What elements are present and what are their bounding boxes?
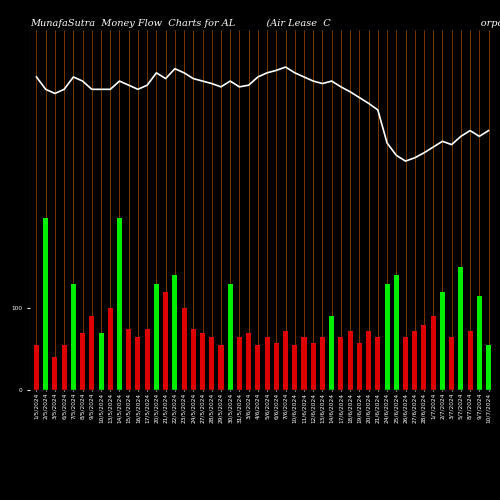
Bar bbox=[403, 337, 408, 390]
Bar bbox=[98, 332, 103, 390]
Bar bbox=[440, 292, 445, 390]
Bar bbox=[126, 328, 132, 390]
Bar bbox=[422, 324, 426, 390]
Bar bbox=[218, 345, 224, 390]
Bar bbox=[191, 328, 196, 390]
Bar bbox=[394, 276, 399, 390]
Bar bbox=[43, 218, 48, 390]
Bar bbox=[366, 331, 371, 390]
Bar bbox=[154, 284, 159, 390]
Bar bbox=[376, 337, 380, 390]
Bar bbox=[200, 332, 205, 390]
Bar bbox=[274, 342, 279, 390]
Text: MunafaSutra  Money Flow  Charts for AL          (Air Lease  C                   : MunafaSutra Money Flow Charts for AL (Ai… bbox=[30, 18, 500, 28]
Bar bbox=[144, 328, 150, 390]
Bar bbox=[384, 284, 390, 390]
Bar bbox=[52, 358, 58, 390]
Bar bbox=[80, 332, 85, 390]
Bar bbox=[338, 337, 344, 390]
Bar bbox=[172, 276, 178, 390]
Bar bbox=[302, 337, 306, 390]
Bar bbox=[34, 345, 39, 390]
Bar bbox=[256, 345, 260, 390]
Bar bbox=[292, 345, 298, 390]
Bar bbox=[412, 331, 418, 390]
Bar bbox=[62, 345, 66, 390]
Bar bbox=[90, 316, 94, 390]
Bar bbox=[283, 331, 288, 390]
Bar bbox=[228, 284, 232, 390]
Bar bbox=[71, 284, 76, 390]
Bar bbox=[486, 345, 491, 390]
Bar bbox=[430, 316, 436, 390]
Bar bbox=[458, 268, 464, 390]
Bar bbox=[108, 308, 113, 390]
Bar bbox=[449, 337, 454, 390]
Bar bbox=[246, 332, 251, 390]
Bar bbox=[477, 296, 482, 390]
Bar bbox=[348, 331, 352, 390]
Bar bbox=[117, 218, 122, 390]
Bar bbox=[320, 337, 325, 390]
Bar bbox=[329, 316, 334, 390]
Bar bbox=[357, 342, 362, 390]
Bar bbox=[468, 331, 472, 390]
Bar bbox=[310, 342, 316, 390]
Bar bbox=[264, 337, 270, 390]
Bar bbox=[163, 292, 168, 390]
Bar bbox=[182, 308, 186, 390]
Bar bbox=[237, 337, 242, 390]
Bar bbox=[136, 337, 140, 390]
Bar bbox=[209, 337, 214, 390]
